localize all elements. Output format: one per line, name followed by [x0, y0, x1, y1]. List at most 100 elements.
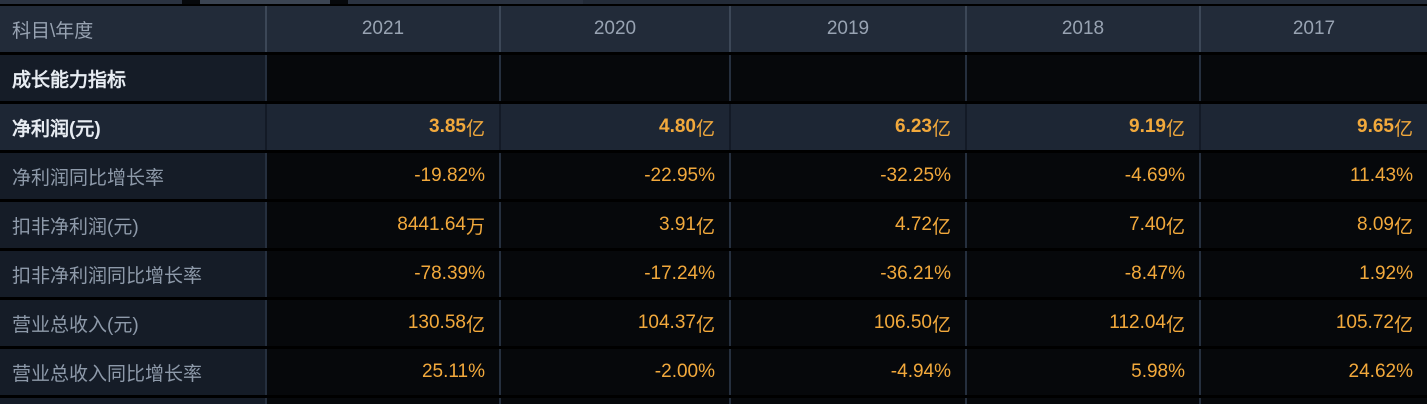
value-cell: 8.09 亿	[1199, 202, 1427, 248]
value-cell: 9.65 亿	[1199, 104, 1427, 150]
value-cell: -8.47%	[965, 251, 1199, 297]
value-number: 11.43%	[1349, 165, 1413, 186]
value-cell: -4.94%	[729, 349, 965, 395]
value-number: -36.21%	[880, 263, 951, 284]
scrollbar-thumb[interactable]	[200, 0, 330, 4]
value-number: 3.85	[429, 116, 466, 137]
empty-cell	[1199, 55, 1427, 101]
row-adjusted-net-profit-yoy[interactable]: 扣非净利润同比增长率 -78.39% -17.24% -36.21% -8.47…	[0, 251, 1427, 297]
header-label-cell: 科目\年度	[0, 6, 265, 52]
row-label-cell: 扣非净利润同比增长率	[0, 251, 265, 297]
value-number: 105.72	[1335, 312, 1394, 333]
value-cell: 6.23 亿	[729, 104, 965, 150]
value-unit: 亿	[695, 216, 715, 238]
value-number: -2.00%	[654, 361, 715, 382]
value-number: -4.94%	[890, 361, 951, 382]
value-cell	[265, 398, 499, 404]
value-number: -78.39%	[414, 263, 485, 284]
value-cell: 106.50 亿	[729, 300, 965, 346]
row-net-profit[interactable]: 净利润(元) 3.85 亿 4.80 亿 6.23 亿 9.19 亿 9.65 亿	[0, 104, 1427, 150]
value-number: 5.98%	[1131, 361, 1185, 382]
value-cell	[499, 398, 729, 404]
value-unit: 亿	[465, 314, 485, 336]
row-label-cell	[0, 398, 265, 404]
year-label: 2020	[593, 18, 637, 39]
section-label-cell: 成长能力指标	[0, 55, 265, 101]
row-label: 营业总收入(元)	[12, 314, 139, 336]
row-total-revenue-yoy[interactable]: 营业总收入同比增长率 25.11% -2.00% -4.94% 5.98% 24…	[0, 349, 1427, 395]
value-unit: 亿	[1165, 314, 1185, 336]
value-number: -19.82%	[414, 165, 485, 186]
row-label-cell: 净利润(元)	[0, 104, 265, 150]
value-number: -4.69%	[1124, 165, 1185, 186]
value-number: 112.04	[1109, 312, 1166, 333]
year-label: 2018	[1061, 18, 1105, 39]
row-label-cell: 营业总收入(元)	[0, 300, 265, 346]
row-section-growth-indicators: 成长能力指标	[0, 55, 1427, 101]
value-number: 4.72	[895, 214, 932, 235]
value-cell	[1199, 398, 1427, 404]
header-year-2017[interactable]: 2017	[1199, 6, 1427, 52]
value-cell: -78.39%	[265, 251, 499, 297]
value-cell: -4.69%	[965, 153, 1199, 199]
top-scrollbar-track	[0, 0, 1427, 4]
row-total-revenue[interactable]: 营业总收入(元) 130.58 亿 104.37 亿 106.50 亿 112.04 亿…	[0, 300, 1427, 346]
value-cell: 104.37 亿	[499, 300, 729, 346]
value-cell: 130.58 亿	[265, 300, 499, 346]
value-number: 104.37	[637, 312, 696, 333]
row-label: 营业总收入同比增长率	[12, 363, 203, 385]
value-cell: 5.98%	[965, 349, 1199, 395]
value-number: -8.47%	[1124, 263, 1185, 284]
value-number: 106.50	[873, 312, 932, 333]
value-cell: -2.00%	[499, 349, 729, 395]
value-number: 24.62%	[1348, 361, 1413, 382]
value-number: 130.58	[407, 312, 466, 333]
value-unit: 亿	[1165, 118, 1185, 140]
row-label: 扣非净利润同比增长率	[12, 265, 203, 287]
value-number: -22.95%	[644, 165, 715, 186]
value-number: 6.23	[895, 116, 932, 137]
header-year-2020[interactable]: 2020	[499, 6, 729, 52]
value-cell: 3.91 亿	[499, 202, 729, 248]
section-label: 成长能力指标	[12, 69, 127, 91]
value-cell: -22.95%	[499, 153, 729, 199]
value-unit: 亿	[1393, 314, 1413, 336]
value-cell: 4.80 亿	[499, 104, 729, 150]
row-label-cell: 扣非净利润(元)	[0, 202, 265, 248]
value-cell: 25.11%	[265, 349, 499, 395]
value-cell: -36.21%	[729, 251, 965, 297]
value-unit: 亿	[695, 314, 715, 336]
value-cell: -32.25%	[729, 153, 965, 199]
value-cell	[965, 398, 1199, 404]
year-label: 2017	[1292, 18, 1336, 39]
value-cell: 3.85 亿	[265, 104, 499, 150]
value-number: 9.19	[1129, 116, 1166, 137]
value-unit: 万	[465, 216, 485, 238]
header-year-2018[interactable]: 2018	[965, 6, 1199, 52]
empty-cell	[965, 55, 1199, 101]
row-label-cell: 净利润同比增长率	[0, 153, 265, 199]
row-label: 扣非净利润(元)	[12, 216, 139, 238]
value-cell: -17.24%	[499, 251, 729, 297]
value-cell: 105.72 亿	[1199, 300, 1427, 346]
value-cell: 7.40 亿	[965, 202, 1199, 248]
value-number: -17.24%	[644, 263, 715, 284]
value-cell: 1.92%	[1199, 251, 1427, 297]
header-year-2021[interactable]: 2021	[265, 6, 499, 52]
scrollbar-notch	[182, 0, 200, 4]
value-number: 25.11%	[421, 361, 485, 382]
value-cell: 11.43%	[1199, 153, 1427, 199]
row-adjusted-net-profit[interactable]: 扣非净利润(元) 8441.64 万 3.91 亿 4.72 亿 7.40 亿 8.09…	[0, 202, 1427, 248]
scrollbar-track-right	[583, 0, 1427, 4]
value-unit: 亿	[1393, 118, 1413, 140]
value-cell: 8441.64 万	[265, 202, 499, 248]
value-unit: 亿	[465, 118, 485, 140]
row-net-profit-yoy[interactable]: 净利润同比增长率 -19.82% -22.95% -32.25% -4.69% …	[0, 153, 1427, 199]
empty-cell	[265, 55, 499, 101]
value-cell: -19.82%	[265, 153, 499, 199]
header-year-2019[interactable]: 2019	[729, 6, 965, 52]
value-unit: 亿	[695, 118, 715, 140]
value-number: 8441.64	[397, 214, 466, 235]
empty-cell	[729, 55, 965, 101]
